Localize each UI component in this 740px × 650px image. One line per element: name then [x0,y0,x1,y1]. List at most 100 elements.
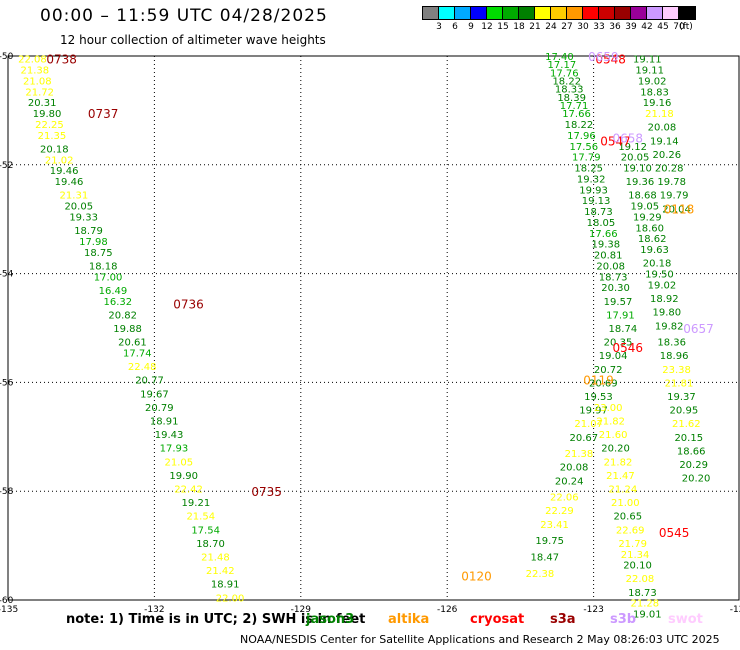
wave-height-value: 19.11 [635,66,664,77]
scale-label: 18 [513,22,525,32]
pass-time-label: 0658 [612,132,643,146]
wave-height-value: 21.28 [631,599,660,610]
wave-height-value: 21.60 [599,430,628,441]
pass-time-label: 0657 [683,322,714,336]
x-tick-label: -120 [730,605,740,615]
scale-label: 39 [625,22,637,32]
pass-time-label: 0120 [461,570,492,584]
wave-height-value: 18.47 [530,552,559,563]
wave-height-value: 20.18 [40,144,69,155]
wave-height-value: 18.74 [609,324,638,335]
wave-height-value: 19.82 [655,321,684,332]
credit-footer: NOAA/NESDIS Center for Satellite Applica… [240,633,720,646]
wave-height-value: 19.02 [638,76,667,87]
wave-height-value: 21.31 [60,191,89,202]
wave-height-value: 20.08 [560,463,589,474]
wave-height-value: 20.05 [64,202,93,213]
pass-time-label: 0735 [251,485,282,499]
wave-height-value: 17.17 [548,60,577,71]
wave-height-value: 21.02 [45,155,74,166]
wave-height-value: 21.82 [596,416,625,427]
wave-height-value: 18.22 [565,120,594,131]
wave-height-value: 19.80 [652,308,681,319]
wave-height-value: 19.78 [657,177,686,188]
wave-height-value: 21.47 [606,471,635,482]
wave-height-value: 19.50 [645,270,674,281]
wave-height-value: 18.83 [640,87,669,98]
wave-height-value: 22.29 [545,506,574,517]
pass-time-label: 0118 [664,202,695,216]
wave-height-value: 18.91 [150,416,179,427]
pass-time-label: 0548 [595,53,626,67]
wave-height-value: 17.91 [606,310,635,321]
wave-height-value: 20.77 [135,376,164,387]
wave-height-value: 23.38 [662,365,691,376]
wave-height-value: 20.31 [28,98,57,109]
wave-height-value: 20.82 [108,310,137,321]
wave-height-value: 18.70 [196,539,225,550]
legend-s3b: s3b [610,612,637,627]
wave-height-value: 21.81 [665,378,694,389]
wave-height-value: 17.76 [550,68,579,79]
wave-height-value: 20.29 [679,460,708,471]
wave-height-value: 18.18 [89,261,118,272]
wave-height-value: 21.82 [604,457,633,468]
wave-height-value: 21.18 [645,109,674,120]
y-tick-label: -54 [0,270,14,280]
wave-height-value: 21.48 [201,552,230,563]
wave-height-value: 22.25 [35,120,64,131]
wave-height-value: 17.54 [191,525,220,536]
wave-height-value: 18.73 [584,207,613,218]
wave-height-value: 17.56 [570,142,599,153]
scale-label: 12 [481,22,493,32]
wave-height-value: 18.96 [660,351,689,362]
wave-height-value: 19.88 [113,324,142,335]
wave-height-value: 18.25 [574,164,603,175]
wave-height-value: 21.35 [38,131,67,142]
wave-height-value: 20.79 [145,403,174,414]
chart-subtitle: 12 hour collection of altimeter wave hei… [60,33,326,47]
x-tick-label: -135 [0,605,18,615]
wave-height-value: 19.46 [55,177,84,188]
y-tick-label: -50 [0,52,14,62]
wave-height-value: 18.60 [635,223,664,234]
wave-height-value: 20.08 [648,123,677,134]
pass-time-label: 0545 [659,526,690,540]
wave-height-value: 20.69 [589,378,618,389]
wave-height-value: 20.35 [604,338,633,349]
wave-height-value: 22.00 [216,593,245,604]
wave-height-value: 22.69 [616,525,645,536]
wave-height-value: 19.33 [69,212,98,223]
wave-height-value: 19.21 [182,498,211,509]
wave-height-value: 21.79 [618,539,647,550]
plot-frame [7,55,740,601]
wave-height-value: 17.66 [589,229,618,240]
wave-height-value: 19.80 [33,109,62,120]
wave-height-value: 19.04 [599,351,628,362]
x-tick-label: -132 [144,605,164,615]
wave-height-value: 20.18 [643,259,672,270]
wave-height-value: 21.54 [186,512,215,523]
wave-height-value: 21.08 [23,76,52,87]
wave-height-value: 20.08 [596,261,625,272]
pass-time-label: 0119 [583,374,614,388]
wave-height-value: 19.02 [648,280,677,291]
pass-time-label: 0659 [588,50,619,64]
wave-height-value: 19.01 [633,610,662,621]
wave-height-value: 16.49 [99,286,128,297]
wave-height-value: 19.36 [626,177,655,188]
wave-height-value: 18.39 [557,93,586,104]
wave-height-value: 18.79 [74,226,103,237]
scale-label: 36 [609,22,621,32]
wave-height-value: 19.29 [633,212,662,223]
wave-height-value: 20.61 [118,338,147,349]
wave-height-value: 22.42 [174,484,203,495]
scale-label: 15 [497,22,509,32]
wave-height-value: 17.74 [123,348,152,359]
pass-time-label: 0738 [46,53,77,67]
scale-label: 33 [593,22,605,32]
wave-height-value: 19.12 [618,142,647,153]
wave-height-value: 20.67 [570,433,599,444]
wave-height-value: 19.97 [579,406,608,417]
legend-altika: altika [388,612,430,627]
